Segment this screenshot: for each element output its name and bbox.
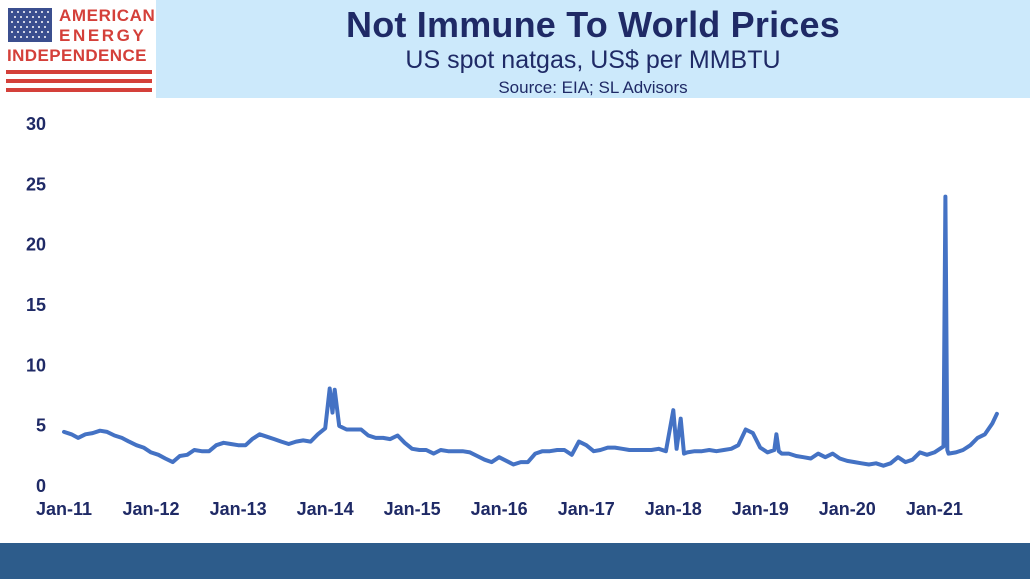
american-energy-independence-logo: AMERICAN ENERGY INDEPENDENCE bbox=[0, 0, 156, 98]
x-tick-label: Jan-20 bbox=[819, 499, 876, 519]
chart-source: Source: EIA; SL Advisors bbox=[498, 78, 688, 97]
y-tick-label: 30 bbox=[26, 114, 46, 134]
x-tick-label: Jan-14 bbox=[297, 499, 354, 519]
x-tick-label: Jan-15 bbox=[384, 499, 441, 519]
x-tick-label: Jan-11 bbox=[36, 499, 92, 519]
us-flag-icon bbox=[8, 8, 52, 42]
y-axis: 0 5 10 15 20 25 30 bbox=[26, 114, 46, 496]
x-tick-label: Jan-16 bbox=[471, 499, 528, 519]
header-band bbox=[156, 0, 1030, 98]
y-tick-label: 10 bbox=[26, 355, 46, 375]
natgas-price-line bbox=[62, 194, 999, 468]
x-tick-label: Jan-17 bbox=[558, 499, 615, 519]
logo-stripe bbox=[6, 79, 152, 83]
y-tick-label: 0 bbox=[36, 476, 46, 496]
y-tick-label: 25 bbox=[26, 174, 46, 194]
x-tick-label: Jan-19 bbox=[732, 499, 789, 519]
chart-subtitle: US spot natgas, US$ per MMBTU bbox=[405, 46, 781, 74]
y-tick-label: 20 bbox=[26, 235, 46, 255]
x-tick-label: Jan-12 bbox=[122, 499, 179, 519]
chart-title: Not Immune To World Prices bbox=[346, 4, 840, 45]
logo-line-independence: INDEPENDENCE bbox=[7, 46, 147, 65]
x-axis: Jan-11 Jan-12 Jan-13 Jan-14 Jan-15 Jan-16 Jan-… bbox=[36, 499, 963, 519]
logo-stripe bbox=[6, 88, 152, 92]
footer-band bbox=[0, 543, 1030, 579]
logo-line-energy: ENERGY bbox=[59, 26, 147, 45]
x-tick-label: Jan-13 bbox=[210, 499, 267, 519]
logo-line-american: AMERICAN bbox=[59, 6, 156, 25]
x-tick-label: Jan-21 bbox=[906, 499, 963, 519]
y-tick-label: 15 bbox=[26, 295, 46, 315]
x-tick-label: Jan-18 bbox=[645, 499, 702, 519]
logo-stripe bbox=[6, 70, 152, 74]
y-tick-label: 5 bbox=[36, 416, 46, 436]
